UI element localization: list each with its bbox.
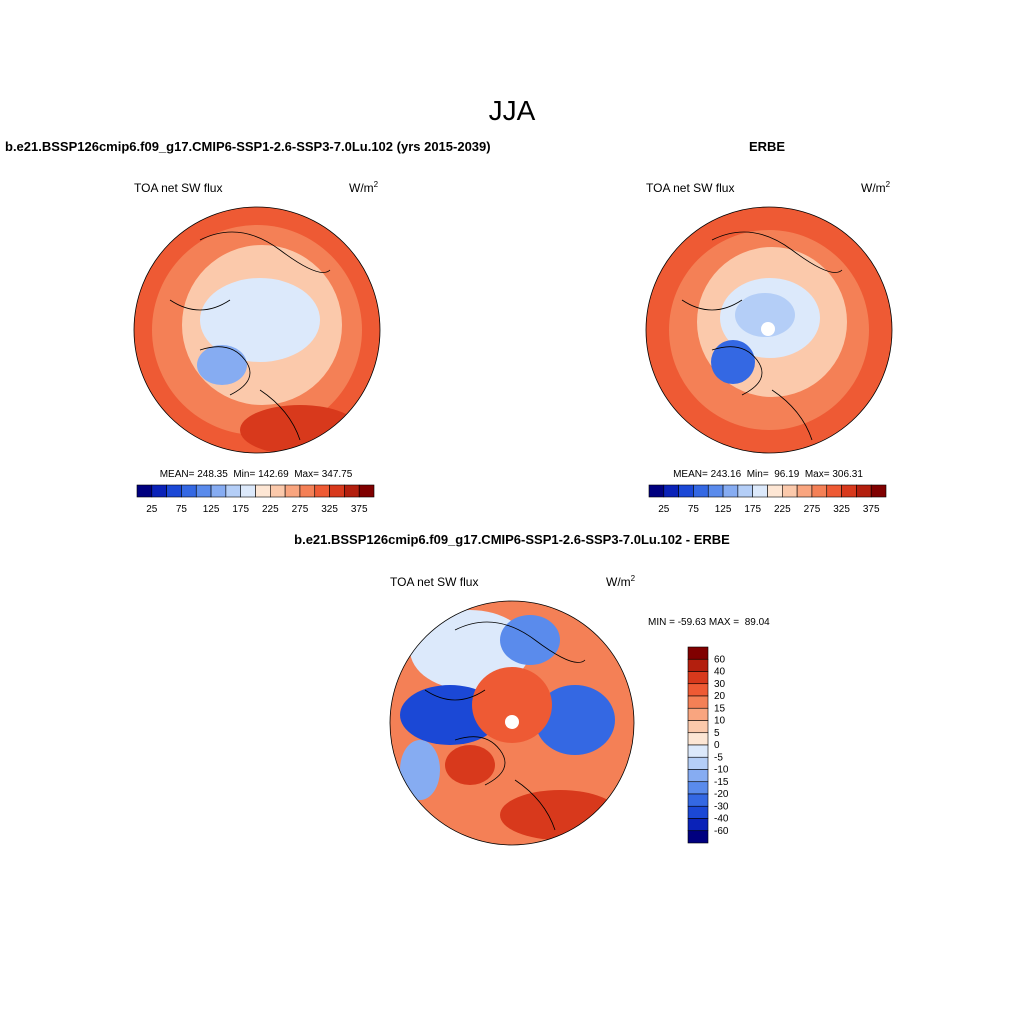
colorbar-box bbox=[314, 484, 330, 498]
stats: MEAN= 248.35 Min= 142.69 Max= 347.75 bbox=[160, 469, 353, 480]
colorbar-label: 75 bbox=[688, 504, 700, 515]
stats: MEAN= 243.16 Min= 96.19 Max= 306.31 bbox=[673, 469, 863, 480]
panel-title: b.e21.BSSP126cmip6.f09_g17.CMIP6-SSP1-2.… bbox=[294, 532, 730, 547]
colorbar-box bbox=[255, 484, 271, 498]
colorbar-label: 325 bbox=[833, 504, 850, 515]
colorbar-box bbox=[687, 830, 709, 844]
colorbar-box bbox=[826, 484, 842, 498]
colorbar-box bbox=[687, 671, 709, 685]
colorbar-box bbox=[240, 484, 256, 498]
colorbar-box bbox=[687, 781, 709, 795]
colorbar-label: -10 bbox=[714, 765, 729, 776]
colorbar-label: 275 bbox=[292, 504, 309, 515]
colorbar-box bbox=[284, 484, 301, 498]
variable: TOA net SW flux bbox=[390, 575, 478, 589]
colorbar-label: -60 bbox=[714, 826, 729, 837]
colorbar-label: 375 bbox=[863, 504, 880, 515]
colorbar-box bbox=[767, 484, 783, 498]
map bbox=[390, 601, 634, 845]
map bbox=[646, 207, 892, 453]
colorbar-box bbox=[737, 484, 753, 498]
colorbar-label: 175 bbox=[232, 504, 249, 515]
colorbar-box bbox=[687, 769, 709, 783]
colorbar-label: 275 bbox=[804, 504, 821, 515]
colorbar-box bbox=[663, 484, 679, 498]
colorbar-label: 225 bbox=[774, 504, 791, 515]
colorbar-box bbox=[344, 484, 360, 498]
colorbar-box bbox=[329, 484, 345, 498]
units: W/m2 bbox=[606, 574, 636, 589]
colorbar-box bbox=[841, 484, 857, 498]
colorbar-label: 225 bbox=[262, 504, 279, 515]
colorbar-box bbox=[687, 720, 709, 734]
colorbar-label: 20 bbox=[714, 691, 726, 702]
colorbar: 25 75 125 175 225 275 325 375 bbox=[648, 484, 887, 515]
colorbar-box bbox=[358, 484, 375, 498]
map bbox=[134, 207, 380, 453]
colorbar-label: 75 bbox=[176, 504, 188, 515]
colorbar-label: 40 bbox=[714, 667, 726, 678]
colorbar-label: 15 bbox=[714, 703, 726, 714]
panel-title: ERBE bbox=[749, 139, 785, 154]
units: W/m2 bbox=[349, 180, 379, 195]
variable: TOA net SW flux bbox=[134, 181, 222, 195]
colorbar-box bbox=[151, 484, 167, 498]
colorbar-box bbox=[687, 646, 709, 660]
colorbar-box bbox=[687, 695, 709, 709]
colorbar-label: -40 bbox=[714, 814, 729, 825]
colorbar-box bbox=[687, 744, 709, 758]
colorbar-box bbox=[210, 484, 227, 498]
colorbar-label: -15 bbox=[714, 777, 729, 788]
stats: MIN = -59.63 MAX = 89.04 bbox=[648, 617, 770, 628]
colorbar-label: 125 bbox=[203, 504, 220, 515]
colorbar-box bbox=[687, 707, 709, 721]
colorbar-box bbox=[678, 484, 694, 498]
colorbar-label: 60 bbox=[714, 654, 726, 665]
colorbar-box bbox=[687, 756, 709, 770]
colorbar-box bbox=[752, 484, 768, 498]
colorbar-box bbox=[225, 484, 241, 498]
colorbar-box bbox=[195, 484, 212, 498]
colorbar-label: 375 bbox=[351, 504, 368, 515]
colorbar-box bbox=[648, 484, 665, 498]
colorbar-box bbox=[687, 805, 709, 819]
colorbar-label: -20 bbox=[714, 789, 729, 800]
colorbar-label: -30 bbox=[714, 801, 729, 812]
units: W/m2 bbox=[861, 180, 891, 195]
colorbar-label: 125 bbox=[715, 504, 732, 515]
colorbar-label: 5 bbox=[714, 728, 720, 739]
colorbar-box bbox=[693, 484, 709, 498]
colorbar-box bbox=[136, 484, 153, 498]
colorbar-label: 25 bbox=[658, 504, 670, 515]
colorbar-label: 10 bbox=[714, 716, 726, 727]
panel-title: b.e21.BSSP126cmip6.f09_g17.CMIP6-SSP1-2.… bbox=[5, 139, 491, 154]
colorbar-label: 0 bbox=[714, 740, 720, 751]
colorbar-box bbox=[687, 818, 709, 832]
colorbar-box bbox=[687, 683, 709, 697]
colorbar-box bbox=[166, 484, 182, 498]
colorbar-label: 25 bbox=[146, 504, 158, 515]
colorbar-label: 325 bbox=[321, 504, 338, 515]
colorbar-box bbox=[722, 484, 739, 498]
colorbar-label: 175 bbox=[744, 504, 761, 515]
colorbar-label: 30 bbox=[714, 679, 726, 690]
colorbar-box bbox=[687, 793, 709, 807]
figure-title: JJA bbox=[489, 95, 536, 126]
colorbar-box bbox=[782, 484, 798, 498]
colorbar-box bbox=[270, 484, 286, 498]
colorbar-box bbox=[299, 484, 316, 498]
variable: TOA net SW flux bbox=[646, 181, 734, 195]
colorbar-box bbox=[687, 732, 709, 746]
colorbar-box bbox=[181, 484, 197, 498]
colorbar-box bbox=[856, 484, 872, 498]
colorbar: 25 75 125 175 225 275 325 375 bbox=[136, 484, 375, 515]
colorbar-box bbox=[707, 484, 724, 498]
colorbar-box bbox=[870, 484, 887, 498]
colorbar-box bbox=[687, 658, 709, 672]
colorbar-label: -5 bbox=[714, 752, 723, 763]
colorbar-box bbox=[796, 484, 813, 498]
colorbar-box bbox=[811, 484, 828, 498]
